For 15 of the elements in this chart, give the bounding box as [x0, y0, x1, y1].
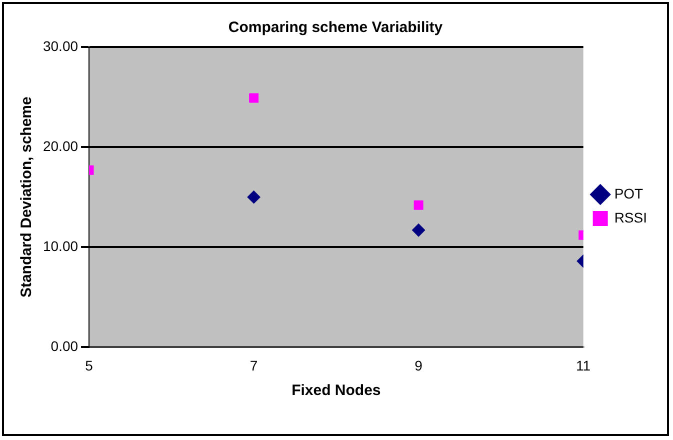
- chart-title: Comparing scheme Variability: [228, 19, 444, 36]
- legend-label: RSSI: [614, 209, 648, 226]
- y-tick-label: 0.00: [50, 338, 78, 354]
- legend-label: POT: [614, 185, 644, 202]
- x-tick-label: 5: [85, 357, 94, 374]
- point: [412, 224, 426, 237]
- y-axis-title: Standard Deviation, scheme: [18, 96, 36, 298]
- y-tick-label: 10.00: [42, 238, 78, 254]
- y-tick-label: 20.00: [42, 138, 78, 154]
- x-tick-label: 7: [250, 357, 258, 374]
- y-tick-label: 30.00: [42, 38, 78, 54]
- point: [247, 190, 260, 204]
- x-tick-label: 9: [414, 357, 423, 374]
- x-axis-title: Fixed Nodes: [292, 382, 381, 400]
- x-tick-label: 11: [576, 357, 591, 374]
